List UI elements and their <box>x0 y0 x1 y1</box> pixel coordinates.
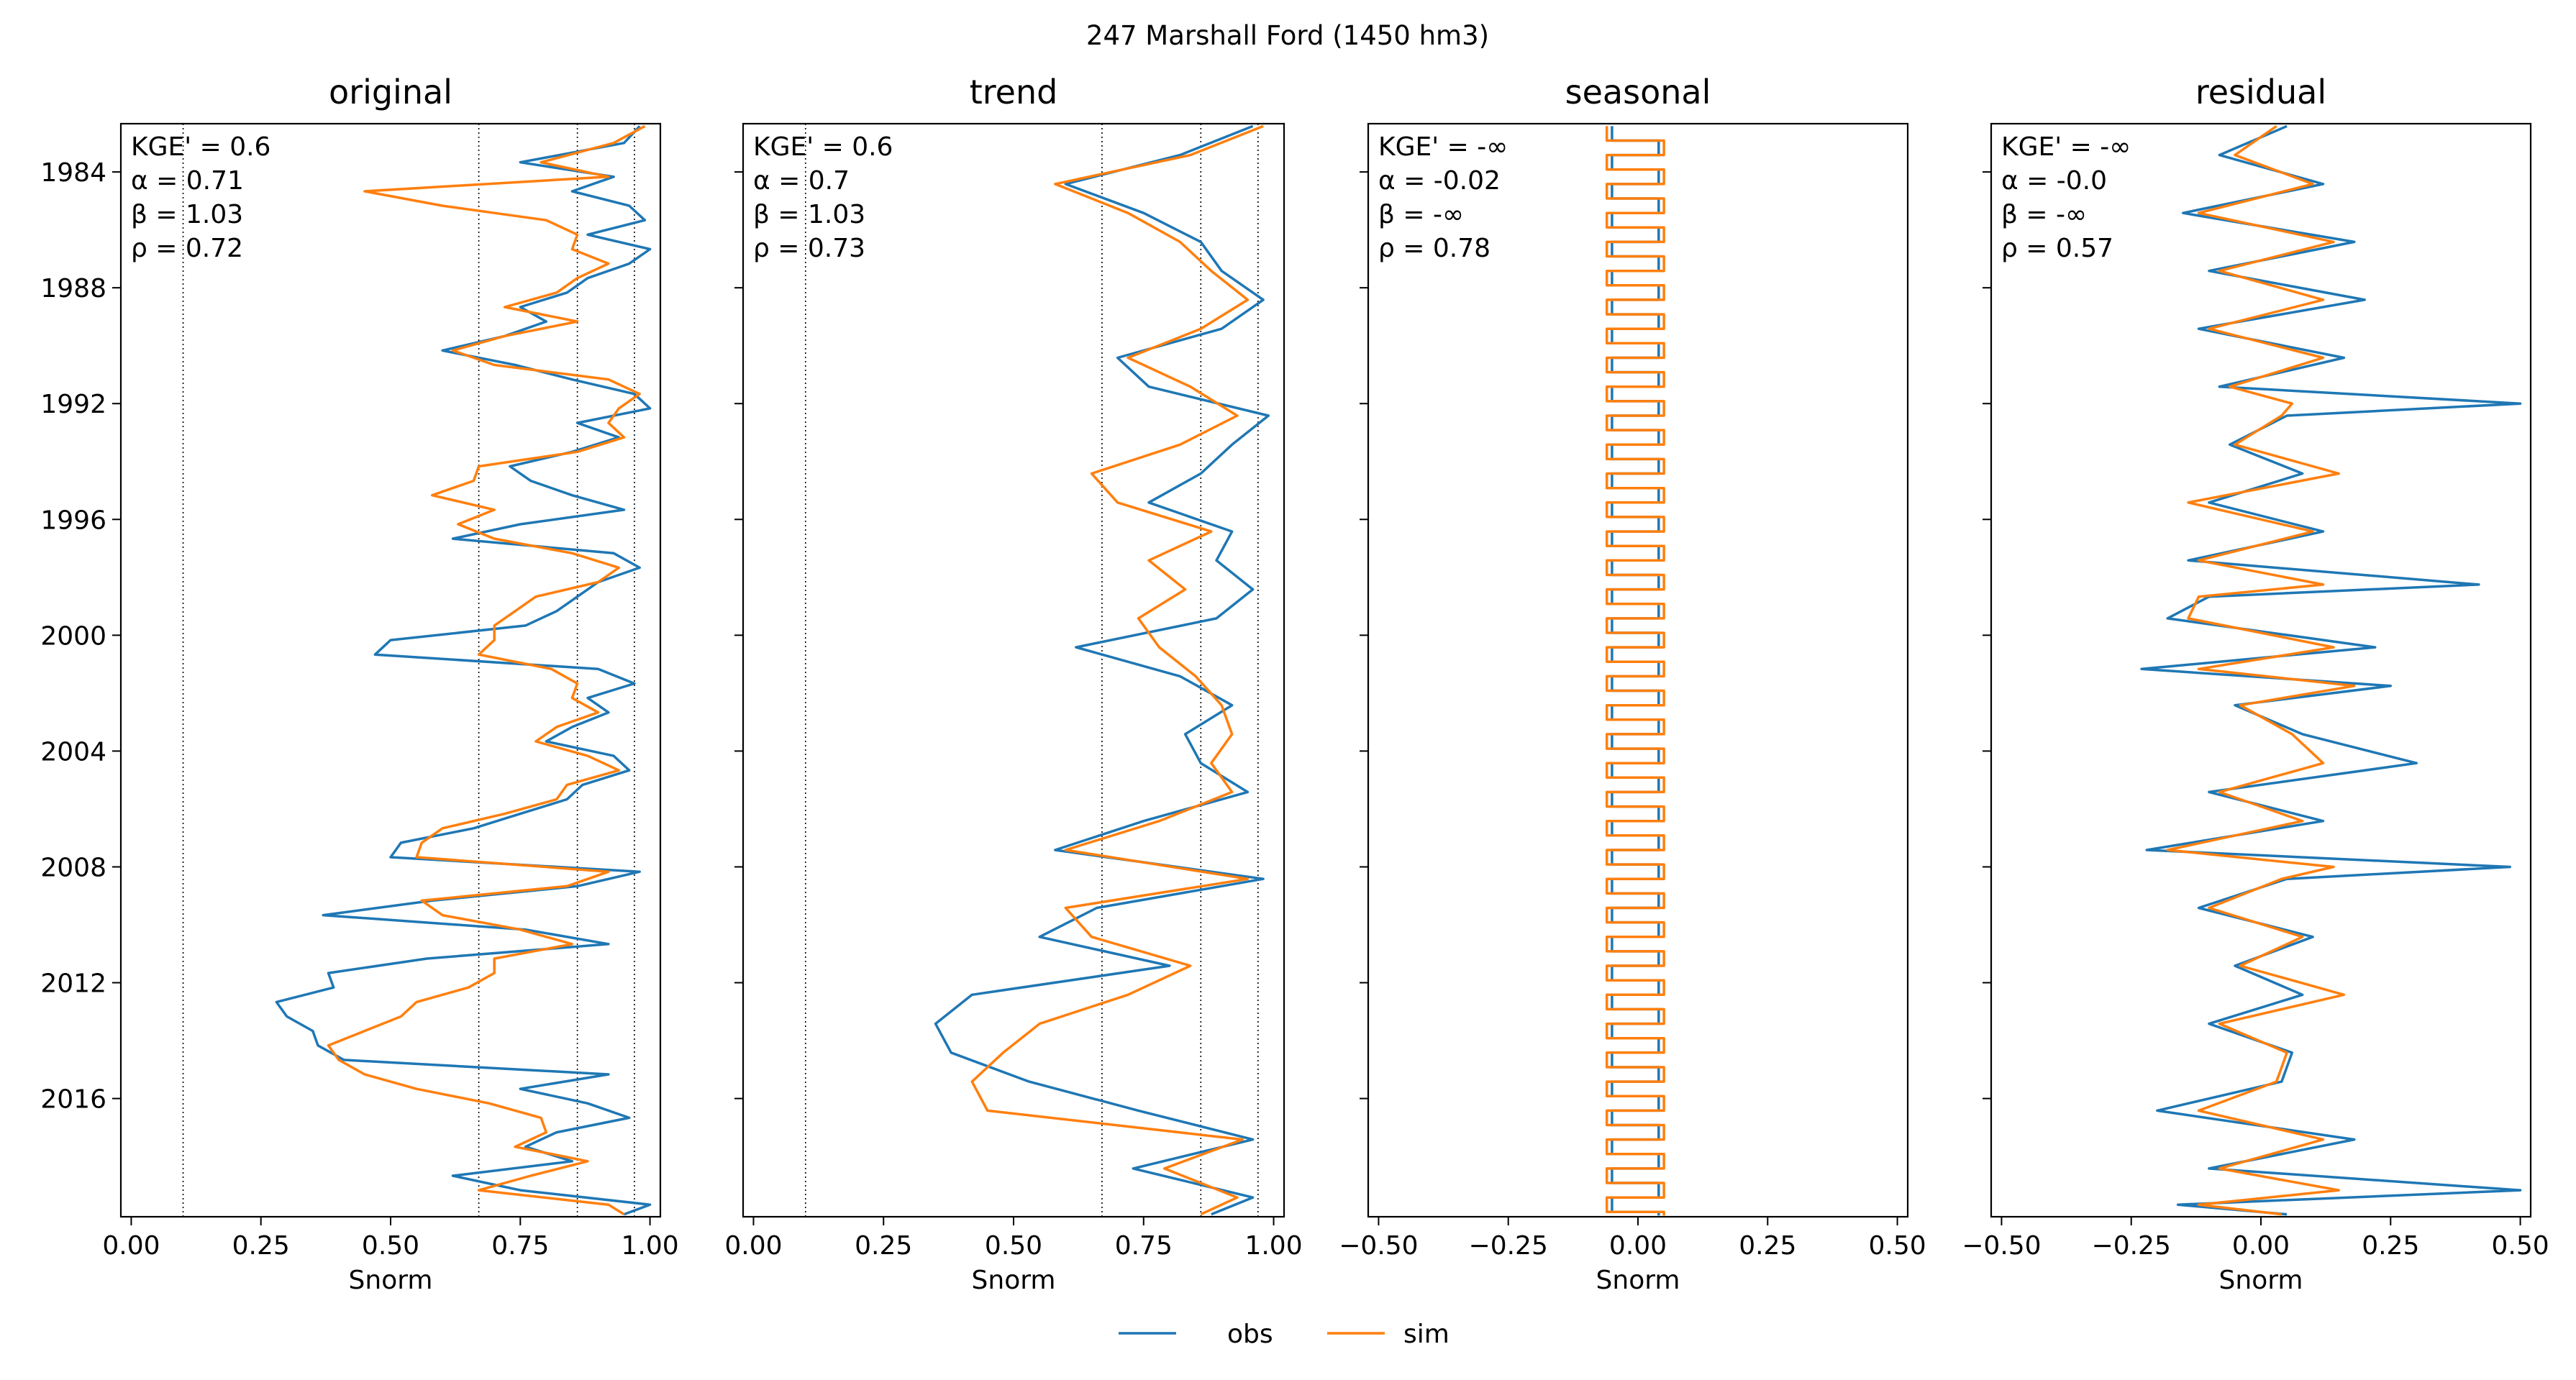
x-tick-label: −0.25 <box>1469 1231 1548 1261</box>
plot-area <box>2140 124 2522 1216</box>
panel-title: trend <box>970 73 1058 111</box>
panel-original: original 0.00 0.25 0.50 0.75 1.00 Snorm 1984 198… <box>40 73 678 1295</box>
axes-frame <box>1990 122 2532 1218</box>
panel-seasonal: seasonal −0.50 −0.25 0.00 0.25 0.50 Snorm KGE' … <box>1339 73 1926 1295</box>
series-obs-line <box>275 125 652 1216</box>
metric-text: ρ = 0.72 <box>131 234 243 263</box>
x-tick-label: 0.75 <box>1115 1231 1173 1261</box>
x-tick-label: 0.25 <box>855 1231 912 1261</box>
legend: obs sim <box>1119 1320 1449 1349</box>
suptitle: 247 Marshall Ford (1450 hm3) <box>1086 20 1489 51</box>
x-tick-label: −0.50 <box>1962 1231 2041 1261</box>
y-tick-label: 2008 <box>40 853 106 882</box>
series-sim-line <box>2166 124 2356 1216</box>
x-tick-label: 0.25 <box>1739 1231 1796 1261</box>
y-tick-label: 1992 <box>40 390 106 419</box>
metric-text: β = -∞ <box>1378 200 1464 229</box>
plot-area <box>1605 126 1665 1216</box>
metric-text: ρ = 0.73 <box>753 234 865 263</box>
y-tick-label: 2012 <box>40 969 106 999</box>
x-tick-label: 0.00 <box>724 1231 782 1261</box>
x-axis-label: Snorm <box>972 1266 1056 1295</box>
metric-text: β = 1.03 <box>753 200 865 229</box>
axes-frame <box>119 122 662 1218</box>
axes-frame <box>742 122 1285 1218</box>
series-sim-line <box>1605 126 1665 1216</box>
y-tick-label: 1984 <box>40 158 106 188</box>
metric-text: β = -∞ <box>2001 200 2087 229</box>
x-axis-label: Snorm <box>1596 1266 1680 1295</box>
metric-text: α = -0.0 <box>2001 166 2107 196</box>
legend-sim-label: sim <box>1403 1320 1449 1349</box>
metric-text: α = 0.71 <box>131 166 244 196</box>
metric-text: KGE' = -∞ <box>1378 132 1508 162</box>
legend-obs-label: obs <box>1227 1320 1273 1349</box>
panel-title: original <box>329 73 452 111</box>
panel-residual: residual −0.50 −0.25 0.00 0.25 0.50 Snorm KGE' … <box>1962 73 2549 1295</box>
y-tick-label: 2000 <box>40 621 106 651</box>
x-tick-label: 0.50 <box>2491 1231 2549 1261</box>
series-obs-line <box>1611 126 1660 1216</box>
x-tick-label: 0.25 <box>2362 1231 2419 1261</box>
x-tick-label: 0.50 <box>1868 1231 1926 1261</box>
metric-text: β = 1.03 <box>131 200 243 229</box>
x-axis-label: Snorm <box>349 1266 433 1295</box>
metric-text: KGE' = -∞ <box>2001 132 2131 162</box>
metric-text: α = -0.02 <box>1378 166 1501 196</box>
x-tick-label: 0.50 <box>985 1231 1042 1261</box>
metric-text: KGE' = 0.6 <box>131 132 270 162</box>
y-tick-label: 1988 <box>40 274 106 303</box>
metric-text: ρ = 0.57 <box>2001 234 2113 263</box>
metric-text: α = 0.7 <box>753 166 850 196</box>
panel-trend: trend 0.00 0.25 0.50 0.75 1.00 Snorm KGE' = 0.6… <box>724 73 1302 1295</box>
x-tick-label: 1.00 <box>1244 1231 1302 1261</box>
metric-text: KGE' = 0.6 <box>753 132 893 162</box>
x-tick-label: 1.00 <box>621 1231 678 1261</box>
x-tick-label: 0.00 <box>2232 1231 2290 1261</box>
x-axis-label: Snorm <box>2219 1266 2303 1295</box>
x-tick-label: −0.50 <box>1339 1231 1418 1261</box>
y-tick-label: 2004 <box>40 737 106 767</box>
x-tick-label: 0.25 <box>232 1231 290 1261</box>
x-tick-label: 0.75 <box>491 1231 549 1261</box>
y-tick-label: 2016 <box>40 1085 106 1115</box>
plot-area <box>275 124 652 1216</box>
panel-title: residual <box>2195 73 2326 111</box>
x-tick-label: 0.00 <box>1609 1231 1667 1261</box>
y-tick-label: 1996 <box>40 506 106 535</box>
x-tick-label: 0.50 <box>362 1231 419 1261</box>
metric-text: ρ = 0.78 <box>1378 234 1490 263</box>
panel-title: seasonal <box>1565 73 1711 111</box>
series-sim-line <box>327 124 646 1216</box>
series-obs-line <box>934 124 1270 1216</box>
x-tick-label: 0.00 <box>102 1231 160 1261</box>
x-tick-label: −0.25 <box>2092 1231 2171 1261</box>
plot-area <box>934 124 1270 1216</box>
series-sim-line <box>970 124 1264 1216</box>
series-obs-line <box>2140 124 2522 1216</box>
